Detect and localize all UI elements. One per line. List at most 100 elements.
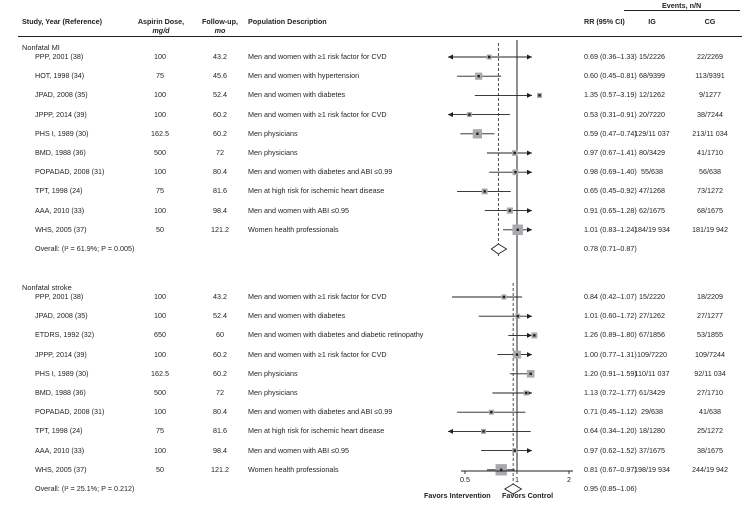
events-cg: 244/19 942 bbox=[692, 464, 728, 474]
events-ig: 61/3429 bbox=[639, 388, 665, 397]
aspirin-dose: 75 bbox=[156, 426, 164, 436]
rr-ci: 1.00 (0.77–1.31) bbox=[584, 349, 637, 359]
point-estimate-dot bbox=[487, 55, 491, 59]
rr-ci: 0.97 (0.62–1.52) bbox=[584, 445, 637, 455]
ci-arrow-right bbox=[527, 150, 532, 156]
table-row: JPPP, 2014 (39) 100 60.2 Men and women with… bbox=[0, 108, 750, 122]
rr-ci: 0.98 (0.69–1.40) bbox=[584, 167, 637, 177]
rr-ci: 1.26 (0.89–1.80) bbox=[584, 330, 637, 340]
aspirin-dose: 100 bbox=[154, 407, 166, 417]
events-ig: 110/11 037 bbox=[634, 368, 670, 378]
rr-ci: 0.97 (0.67–1.41) bbox=[584, 148, 637, 157]
aspirin-dose: 162.5 bbox=[151, 368, 169, 378]
study-name: JPAD, 2008 (35) bbox=[35, 311, 88, 321]
table-row: ETDRS, 1992 (32) 650 60 Men and women with … bbox=[0, 328, 750, 342]
events-ig: 27/1262 bbox=[639, 311, 665, 321]
study-name: PPP, 2001 (38) bbox=[35, 52, 84, 61]
point-estimate-dot bbox=[533, 334, 536, 337]
population-description: Men and women with diabetes bbox=[248, 90, 346, 100]
table-row: JPAD, 2008 (35) 100 52.4 Men and women with… bbox=[0, 309, 750, 323]
events-cg: 109/7244 bbox=[695, 349, 725, 359]
table-row: JPAD, 2008 (35) 100 52.4 Men and women with… bbox=[0, 88, 750, 102]
study-name: TPT, 1998 (24) bbox=[35, 426, 83, 436]
study-name: JPPP, 2014 (39) bbox=[35, 109, 87, 119]
follow-up: 121.2 bbox=[211, 464, 229, 474]
point-estimate-dot bbox=[502, 295, 506, 299]
follow-up: 81.6 bbox=[213, 186, 227, 196]
aspirin-dose: 75 bbox=[156, 186, 164, 196]
study-name: HOT, 1998 (34) bbox=[35, 71, 85, 81]
follow-up: 45.6 bbox=[213, 71, 227, 81]
ci-arrow-right bbox=[527, 313, 532, 319]
study-name: PPP, 2001 (38) bbox=[35, 292, 84, 301]
axis-label-right: Favors Control bbox=[502, 491, 554, 500]
header-rule bbox=[18, 36, 742, 37]
table-row: WHS, 2005 (37) 50 121.2 Women health profes… bbox=[0, 463, 750, 477]
overall-row: Overall: (I² = 25.1%; P = 0.212) 0.95 (0.… bbox=[0, 482, 750, 496]
events-header: Events, n/N bbox=[662, 1, 702, 10]
follow-up: 43.2 bbox=[213, 292, 227, 301]
ci-arrow-left bbox=[448, 112, 453, 118]
aspirin-dose: 100 bbox=[154, 349, 166, 359]
rr-header: RR (95% CI) bbox=[584, 17, 625, 26]
point-estimate-dot bbox=[516, 315, 519, 318]
events-header-rule bbox=[624, 10, 740, 11]
follow-up: 60.2 bbox=[213, 349, 227, 359]
follow-up: 72 bbox=[216, 148, 224, 157]
population-description: Men at high risk for ischemic heart dise… bbox=[248, 426, 385, 436]
events-cg: 25/1272 bbox=[697, 426, 723, 436]
follow-up: 80.4 bbox=[213, 167, 227, 177]
population-description: Men physicians bbox=[248, 148, 298, 157]
dose-header: Aspirin Dose, mg/d bbox=[137, 17, 185, 35]
events-cg: 92/11 034 bbox=[694, 368, 726, 378]
overall-rr-ci: 0.95 (0.85–1.06) bbox=[584, 484, 637, 493]
aspirin-dose: 100 bbox=[154, 311, 166, 321]
axis-label-left: Favors Intervention bbox=[424, 491, 491, 500]
overall-label: Overall: (I² = 25.1%; P = 0.212) bbox=[35, 484, 135, 493]
point-estimate-dot bbox=[482, 430, 485, 433]
study-name: POPADAD, 2008 (31) bbox=[35, 167, 105, 177]
aspirin-dose: 650 bbox=[154, 330, 166, 340]
point-estimate-dot bbox=[468, 113, 471, 116]
events-cg: 41/1710 bbox=[697, 148, 723, 157]
events-cg: 18/2209 bbox=[697, 292, 723, 301]
aspirin-dose: 500 bbox=[154, 388, 166, 397]
aspirin-dose: 75 bbox=[156, 71, 164, 81]
rr-ci: 1.35 (0.57–3.19) bbox=[584, 90, 637, 100]
point-estimate-dot bbox=[514, 171, 517, 174]
table-row: POPADAD, 2008 (31) 100 80.4 Men and women w… bbox=[0, 405, 750, 419]
table-row: PPP, 2001 (38) 100 43.2 Men and women with … bbox=[0, 50, 750, 64]
rr-ci: 0.60 (0.45–0.81) bbox=[584, 71, 637, 81]
ci-arrow-right bbox=[527, 332, 532, 338]
table-row: HOT, 1998 (34) 75 45.6 Men and women with h… bbox=[0, 69, 750, 83]
follow-up: 43.2 bbox=[213, 52, 227, 61]
rr-ci: 0.69 (0.36–1.33) bbox=[584, 52, 637, 61]
rr-ci: 1.20 (0.91–1.59) bbox=[584, 368, 637, 378]
aspirin-dose: 100 bbox=[154, 167, 166, 177]
events-ig: 184/19 934 bbox=[634, 224, 670, 234]
population-description: Men at high risk for ischemic heart dise… bbox=[248, 186, 385, 196]
aspirin-dose: 162.5 bbox=[151, 128, 169, 138]
aspirin-dose: 50 bbox=[156, 224, 164, 234]
events-ig: 29/638 bbox=[641, 407, 663, 417]
overall-label: Overall: (I² = 61.9%; P = 0.005) bbox=[35, 244, 135, 253]
population-description: Women health professionals bbox=[248, 464, 339, 474]
study-name: WHS, 2005 (37) bbox=[35, 464, 87, 474]
study-header: Study, Year (Reference) bbox=[22, 17, 103, 26]
study-name: BMD, 1988 (36) bbox=[35, 148, 86, 157]
ci-arrow-right bbox=[527, 448, 532, 454]
events-cg: 181/19 942 bbox=[692, 224, 728, 234]
events-ig: 80/3429 bbox=[639, 148, 665, 157]
point-estimate-dot bbox=[529, 372, 532, 375]
point-estimate-dot bbox=[513, 151, 516, 155]
aspirin-dose: 100 bbox=[154, 109, 166, 119]
events-cg: 9/1277 bbox=[699, 90, 721, 100]
follow-up: 72 bbox=[216, 388, 224, 397]
point-estimate-dot bbox=[524, 391, 528, 395]
aspirin-dose: 100 bbox=[154, 445, 166, 455]
population-description: Men and women with diabetes and diabetic… bbox=[248, 330, 424, 340]
events-cg: 27/1710 bbox=[697, 388, 723, 397]
population-description: Men and women with hypertension bbox=[248, 71, 360, 81]
population-description: Men and women with ≥1 risk factor for CV… bbox=[248, 52, 387, 61]
